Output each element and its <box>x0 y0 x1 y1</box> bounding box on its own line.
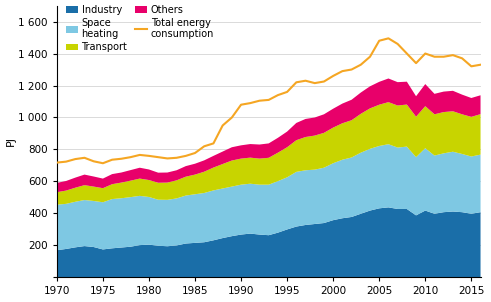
Y-axis label: PJ: PJ <box>5 137 16 146</box>
Legend: Industry, Space
heating, Transport, Others, Total energy
consumption, : Industry, Space heating, Transport, Othe… <box>66 5 214 53</box>
